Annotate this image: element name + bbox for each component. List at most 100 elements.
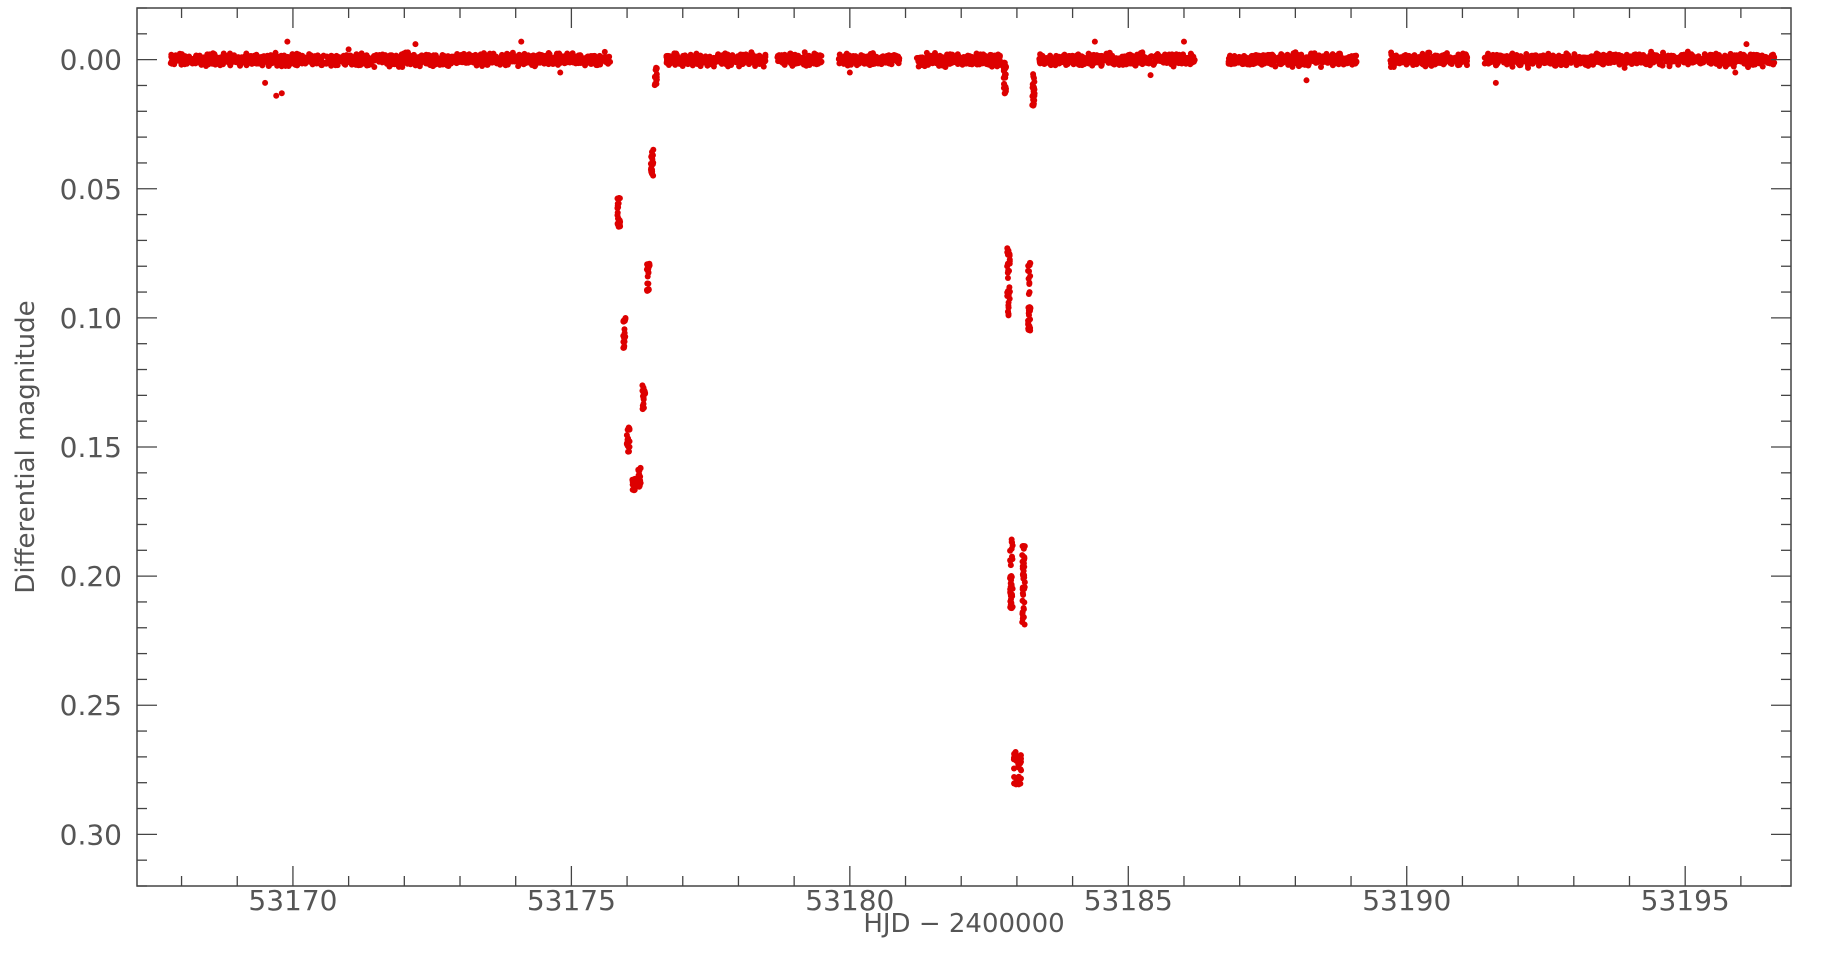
outlier-point	[1147, 72, 1154, 79]
baseline-point	[1456, 61, 1463, 68]
baseline-point	[1617, 59, 1624, 66]
baseline-point	[1171, 57, 1178, 64]
baseline-point	[501, 55, 508, 62]
eclipse-point	[1017, 780, 1024, 787]
baseline-point	[699, 58, 706, 65]
baseline-point	[526, 56, 533, 63]
outlier-point	[345, 46, 352, 53]
baseline-point	[1318, 64, 1325, 71]
plot-frame	[136, 7, 1792, 887]
baseline-point	[675, 56, 682, 63]
baseline-point	[206, 57, 213, 64]
baseline-point	[743, 55, 750, 62]
baseline-point	[1487, 55, 1494, 62]
eclipse-point	[621, 326, 628, 333]
baseline-point	[255, 55, 262, 62]
baseline-point	[1058, 56, 1065, 63]
baseline-point	[883, 54, 890, 61]
baseline-point	[1325, 56, 1332, 63]
baseline-point	[598, 55, 605, 62]
baseline-point	[867, 58, 874, 65]
x-tick-label: 53185	[1084, 884, 1173, 917]
eclipse-point	[1006, 267, 1013, 274]
baseline-point	[869, 52, 876, 59]
baseline-point	[762, 57, 769, 64]
eclipse-point	[642, 390, 649, 397]
baseline-point	[1154, 54, 1160, 61]
baseline-point	[552, 57, 559, 64]
baseline-point	[1612, 51, 1619, 58]
eclipse-point	[1009, 539, 1016, 546]
baseline-point	[461, 58, 468, 65]
eclipse-point	[653, 64, 660, 71]
baseline-point	[1319, 56, 1326, 63]
eclipse-point	[1006, 251, 1012, 258]
baseline-point	[1531, 55, 1538, 62]
baseline-point	[1759, 57, 1766, 64]
baseline-point	[1397, 54, 1404, 61]
eclipse-point	[1002, 74, 1009, 81]
baseline-point	[755, 54, 762, 61]
baseline-point	[167, 60, 174, 67]
baseline-point	[1642, 53, 1649, 60]
baseline-point	[665, 61, 672, 68]
eclipse-point	[635, 476, 642, 483]
baseline-point	[954, 54, 961, 61]
baseline-point	[1388, 51, 1395, 58]
baseline-point	[1679, 56, 1686, 63]
baseline-point	[1047, 62, 1054, 69]
baseline-point	[762, 51, 769, 58]
baseline-point	[283, 54, 290, 61]
eclipse-point	[1030, 75, 1037, 82]
x-tick-label: 53175	[527, 884, 616, 917]
baseline-point	[1249, 54, 1256, 61]
outlier-point	[284, 38, 291, 45]
baseline-point	[545, 50, 552, 57]
baseline-point	[1419, 60, 1426, 67]
eclipse-point	[1005, 304, 1012, 311]
eclipse-point	[650, 146, 657, 153]
eclipse-point	[1029, 81, 1036, 88]
baseline-point	[1387, 60, 1394, 67]
baseline-point	[1146, 54, 1153, 61]
baseline-point	[294, 57, 301, 63]
baseline-point	[892, 54, 899, 61]
eclipse-point	[637, 464, 644, 471]
baseline-point	[795, 54, 802, 61]
baseline-point	[1138, 59, 1145, 66]
eclipse-point	[646, 263, 653, 270]
baseline-point	[1175, 52, 1182, 59]
baseline-point	[1039, 54, 1046, 61]
baseline-point	[1434, 55, 1441, 62]
baseline-point	[1591, 53, 1598, 60]
eclipse-point	[644, 273, 651, 280]
baseline-point	[670, 58, 677, 65]
baseline-point	[497, 60, 504, 67]
baseline-point	[925, 61, 932, 68]
baseline-point	[843, 50, 850, 57]
eclipse-point	[1026, 279, 1033, 286]
baseline-point	[1188, 52, 1195, 59]
eclipse-point	[1005, 288, 1011, 295]
baseline-point	[1600, 53, 1607, 60]
baseline-point	[949, 55, 956, 62]
x-tick-label: 53190	[1362, 884, 1451, 917]
baseline-point	[756, 60, 763, 67]
baseline-point	[729, 54, 736, 61]
baseline-point	[1395, 59, 1402, 66]
x-tick-label: 53195	[1641, 884, 1730, 917]
baseline-point	[433, 56, 440, 63]
baseline-point	[1350, 58, 1357, 65]
eclipse-point	[1019, 586, 1026, 593]
baseline-point	[1351, 52, 1358, 59]
outlier-point	[518, 38, 525, 45]
baseline-point	[877, 58, 884, 65]
outlier-point	[1492, 79, 1499, 86]
eclipse-point	[1021, 543, 1028, 550]
baseline-point	[1767, 60, 1774, 67]
baseline-point	[995, 51, 1002, 58]
baseline-point	[425, 54, 432, 61]
eclipse-point	[1004, 275, 1011, 282]
baseline-point	[681, 56, 688, 63]
baseline-point	[412, 58, 419, 65]
